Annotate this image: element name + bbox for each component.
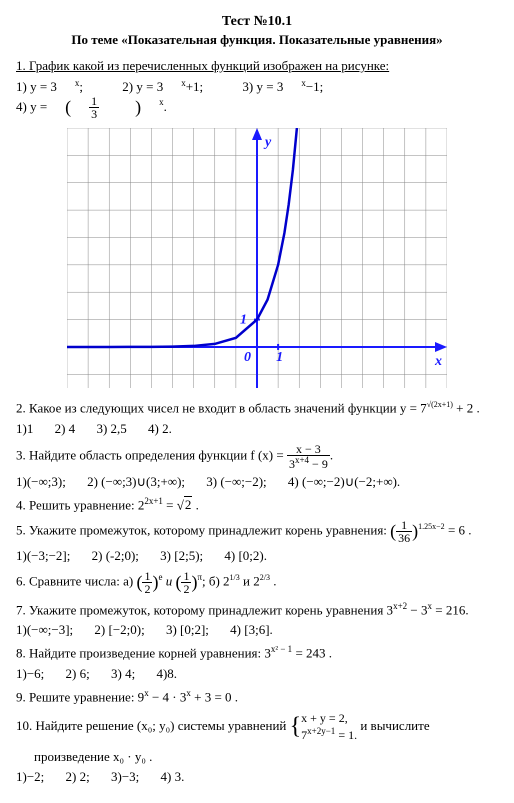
q3-opt3: 3) (−∞;−2);	[206, 474, 266, 490]
q5-opt3: 3) [2;5);	[160, 548, 203, 564]
q8-text: 8. Найдите произведение корней уравнения…	[16, 644, 498, 661]
q9-text: 9. Решите уравнение: 9x − 4 · 3x + 3 = 0…	[16, 688, 498, 705]
q3-opt4: 4) (−∞;−2)∪(−2;+∞).	[288, 474, 400, 490]
q5-opt4: 4) [0;2).	[224, 548, 267, 564]
q3-opt2: 2) (−∞;3)∪(3;+∞);	[87, 474, 185, 490]
q10-opt1: 1)−2;	[16, 769, 44, 785]
q8-opt3: 3) 4;	[111, 666, 135, 682]
q5-opt2: 2) (-2;0);	[92, 548, 139, 564]
q7-opt2: 2) [−2;0);	[94, 622, 144, 638]
q8-options: 1)−6; 2) 6; 3) 4; 4)8.	[16, 666, 498, 682]
q2-options: 1)1 2) 4 3) 2,5 4) 2.	[16, 421, 498, 437]
q10-opt3: 3)−3;	[111, 769, 139, 785]
q8-opt4: 4)8.	[156, 666, 177, 682]
q6-text: 6. Сравните числа: а) (12)e и (12)π; б) …	[16, 570, 498, 595]
q2-opt3: 3) 2,5	[96, 421, 126, 437]
q2-opt2: 2) 4	[55, 421, 76, 437]
q3-options: 1)(−∞;3); 2) (−∞;3)∪(3;+∞); 3) (−∞;−2); …	[16, 474, 498, 490]
exponential-graph: y x 1 0 1	[67, 128, 447, 388]
q10-text: 10. Найдите решение (x₀; y₀) системы ура…	[16, 711, 498, 743]
q7-opt4: 4) [3;6].	[230, 622, 273, 638]
svg-text:0: 0	[244, 350, 251, 365]
q2-text: 2. Какое из следующих чисел не входит в …	[16, 400, 498, 416]
q1-opt1: 1) y = 3x;	[16, 78, 101, 95]
q10-opt4: 4) 3.	[161, 769, 185, 785]
q2-opt4: 4) 2.	[148, 421, 172, 437]
q7-opt1: 1)(−∞;−3];	[16, 622, 73, 638]
q1-options: 1) y = 3x; 2) y = 3x+1; 3) y = 3x−1; 4) …	[16, 78, 498, 120]
q7-opt3: 3) [0;2];	[166, 622, 209, 638]
svg-text:y: y	[263, 135, 272, 150]
q5-options: 1)(−3;−2]; 2) (-2;0); 3) [2;5); 4) [0;2)…	[16, 548, 498, 564]
q8-opt1: 1)−6;	[16, 666, 44, 682]
q7-text: 7. Укажите промежуток, которому принадле…	[16, 601, 498, 618]
svg-text:1: 1	[240, 313, 247, 328]
q1-opt2: 2) y = 3x+1;	[122, 78, 221, 95]
q1-opt3: 3) y = 3x−1;	[242, 78, 341, 95]
q2-opt1: 1)1	[16, 421, 33, 437]
q10-text2: произведение x₀ · y₀ .	[16, 749, 498, 765]
q3-opt1: 1)(−∞;3);	[16, 474, 66, 490]
svg-text:1: 1	[276, 350, 283, 365]
test-subtitle: По теме «Показательная функция. Показате…	[16, 32, 498, 48]
q8-opt2: 2) 6;	[66, 666, 90, 682]
q5-opt1: 1)(−3;−2];	[16, 548, 70, 564]
svg-text:x: x	[434, 354, 442, 369]
q10-options: 1)−2; 2) 2; 3)−3; 4) 3.	[16, 769, 498, 785]
q10-opt2: 2) 2;	[66, 769, 90, 785]
q4-text: 4. Решить уравнение: 22x+1 = √2 .	[16, 496, 498, 513]
test-title: Тест №10.1	[16, 14, 498, 30]
q1-text: 1. График какой из перечисленных функций…	[16, 58, 498, 74]
q1-opt4: 4) y =(13)x.	[16, 95, 185, 120]
graph-container: y x 1 0 1	[16, 128, 498, 392]
q5-text: 5. Укажите промежуток, которому принадле…	[16, 519, 498, 544]
q7-options: 1)(−∞;−3]; 2) [−2;0); 3) [0;2]; 4) [3;6]…	[16, 622, 498, 638]
q3-text: 3. Найдите область определения функции f…	[16, 443, 498, 470]
